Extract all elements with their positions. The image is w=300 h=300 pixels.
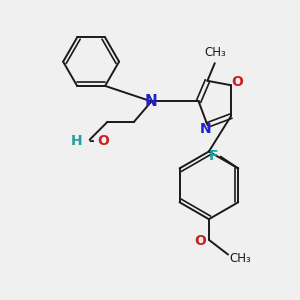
Text: CH₃: CH₃ [205, 46, 226, 59]
Text: O: O [232, 75, 243, 89]
Text: O: O [195, 234, 206, 248]
Text: H: H [71, 134, 82, 148]
Text: F: F [209, 149, 218, 163]
Text: N: N [200, 122, 212, 136]
Text: -: - [88, 134, 94, 148]
Text: O: O [97, 134, 109, 148]
Text: CH₃: CH₃ [230, 252, 251, 265]
Text: N: N [145, 94, 158, 109]
